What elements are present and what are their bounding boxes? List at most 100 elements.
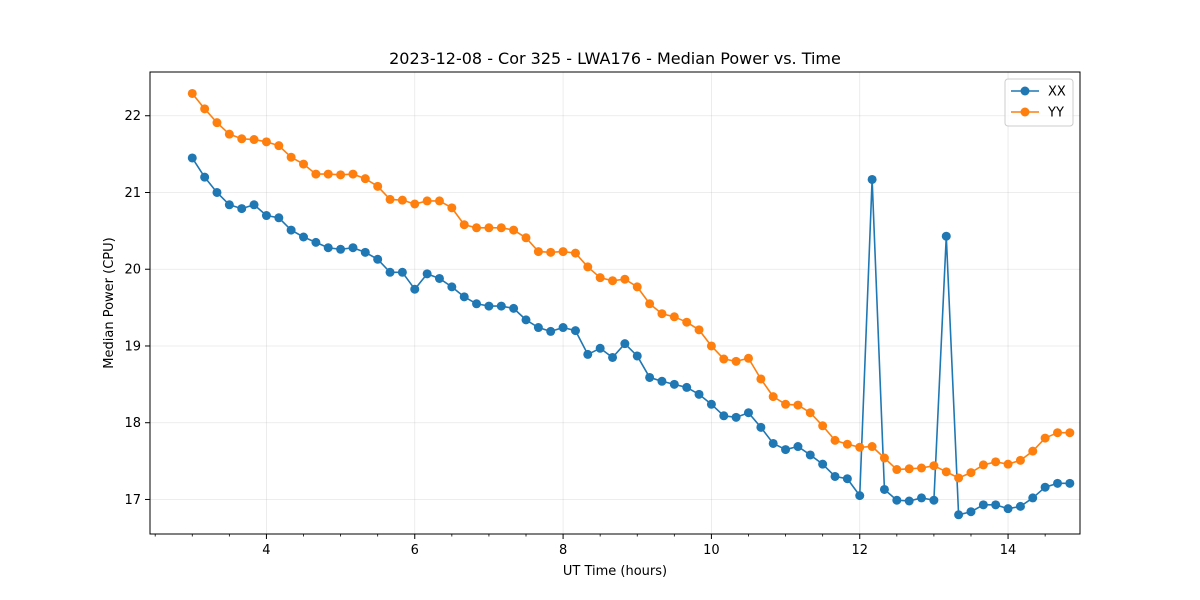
data-point-yy xyxy=(1053,428,1063,438)
data-point-yy xyxy=(496,223,506,233)
data-point-yy xyxy=(768,392,778,402)
data-point-yy xyxy=(818,421,828,431)
data-point-xx xyxy=(212,187,222,197)
data-point-xx xyxy=(991,500,1001,510)
data-point-yy xyxy=(1015,455,1025,465)
data-point-xx xyxy=(743,408,753,418)
data-point-yy xyxy=(360,174,370,184)
data-point-xx xyxy=(842,474,852,484)
y-tick-label: 20 xyxy=(124,263,141,278)
data-point-yy xyxy=(719,354,729,364)
data-point-yy xyxy=(830,435,840,445)
series-yy xyxy=(187,88,1075,483)
x-tick-label: 12 xyxy=(851,543,868,558)
data-point-xx xyxy=(434,273,444,283)
data-point-xx xyxy=(583,349,593,359)
data-point-xx xyxy=(249,200,259,210)
data-point-yy xyxy=(422,196,432,206)
data-point-yy xyxy=(249,135,259,145)
data-point-yy xyxy=(509,225,519,235)
data-point-yy xyxy=(546,247,556,257)
data-point-xx xyxy=(459,292,469,302)
data-point-xx xyxy=(904,496,914,506)
data-point-xx xyxy=(929,495,939,505)
data-point-xx xyxy=(669,379,679,389)
data-point-xx xyxy=(892,495,902,505)
data-point-xx xyxy=(1028,493,1038,503)
data-point-xx xyxy=(385,267,395,277)
y-tick-label: 21 xyxy=(124,186,141,201)
legend-label: YY xyxy=(1047,106,1064,121)
data-point-yy xyxy=(991,457,1001,467)
legend-item-xx: XX xyxy=(1011,85,1066,100)
legend-label: XX xyxy=(1048,85,1066,100)
data-point-xx xyxy=(187,153,197,163)
data-point-yy xyxy=(533,247,543,257)
data-point-yy xyxy=(570,248,580,258)
data-point-xx xyxy=(533,323,543,333)
data-point-yy xyxy=(323,169,333,179)
y-tick-label: 22 xyxy=(124,109,141,124)
plot-frame xyxy=(149,71,1081,535)
data-point-yy xyxy=(1065,428,1075,438)
data-point-xx xyxy=(360,247,370,257)
data-point-xx xyxy=(805,450,815,460)
data-point-xx xyxy=(224,200,234,210)
y-tick-label: 18 xyxy=(124,416,141,431)
data-point-xx xyxy=(261,211,271,221)
data-point-xx xyxy=(311,237,321,247)
data-point-xx xyxy=(472,299,482,309)
data-point-yy xyxy=(867,442,877,452)
data-point-xx xyxy=(422,269,432,279)
data-point-yy xyxy=(781,399,791,409)
data-point-yy xyxy=(261,137,271,147)
data-point-yy xyxy=(583,262,593,272)
data-point-xx xyxy=(645,372,655,382)
data-point-xx xyxy=(768,438,778,448)
data-point-yy xyxy=(669,312,679,322)
data-point-yy xyxy=(472,223,482,233)
data-point-yy xyxy=(224,129,234,139)
x-tick-label: 14 xyxy=(1000,543,1017,558)
y-axis-label: Median Power (CPU) xyxy=(102,237,117,368)
data-point-yy xyxy=(274,141,284,151)
data-point-xx xyxy=(682,382,692,392)
data-point-xx xyxy=(509,303,519,313)
data-point-yy xyxy=(373,181,383,191)
data-point-xx xyxy=(657,376,667,386)
data-point-xx xyxy=(348,243,358,253)
data-point-xx xyxy=(706,399,716,409)
data-point-xx xyxy=(496,301,506,311)
data-point-xx xyxy=(830,471,840,481)
data-point-xx xyxy=(608,352,618,362)
data-point-yy xyxy=(694,325,704,335)
data-point-xx xyxy=(286,225,296,235)
legend-item-yy: YY xyxy=(1011,106,1064,121)
data-point-yy xyxy=(892,465,902,475)
data-point-yy xyxy=(793,400,803,410)
data-point-xx xyxy=(781,445,791,455)
data-point-xx xyxy=(917,493,927,503)
data-point-yy xyxy=(558,247,568,257)
data-point-yy xyxy=(336,170,346,180)
data-point-yy xyxy=(299,159,309,169)
data-point-yy xyxy=(879,453,889,463)
data-point-xx xyxy=(237,204,247,214)
x-tick-label: 10 xyxy=(703,543,720,558)
data-point-yy xyxy=(917,463,927,473)
data-point-yy xyxy=(608,276,618,286)
data-point-xx xyxy=(410,284,420,294)
data-point-yy xyxy=(978,460,988,470)
data-point-yy xyxy=(200,104,210,114)
data-point-yy xyxy=(348,169,358,179)
series-layer xyxy=(187,88,1075,520)
data-point-yy xyxy=(904,464,914,474)
data-point-yy xyxy=(929,461,939,471)
data-point-xx xyxy=(1003,504,1013,514)
data-point-yy xyxy=(682,317,692,327)
data-point-xx xyxy=(966,507,976,517)
x-tick-label: 8 xyxy=(559,543,567,558)
data-point-yy xyxy=(756,374,766,384)
data-point-xx xyxy=(793,442,803,452)
